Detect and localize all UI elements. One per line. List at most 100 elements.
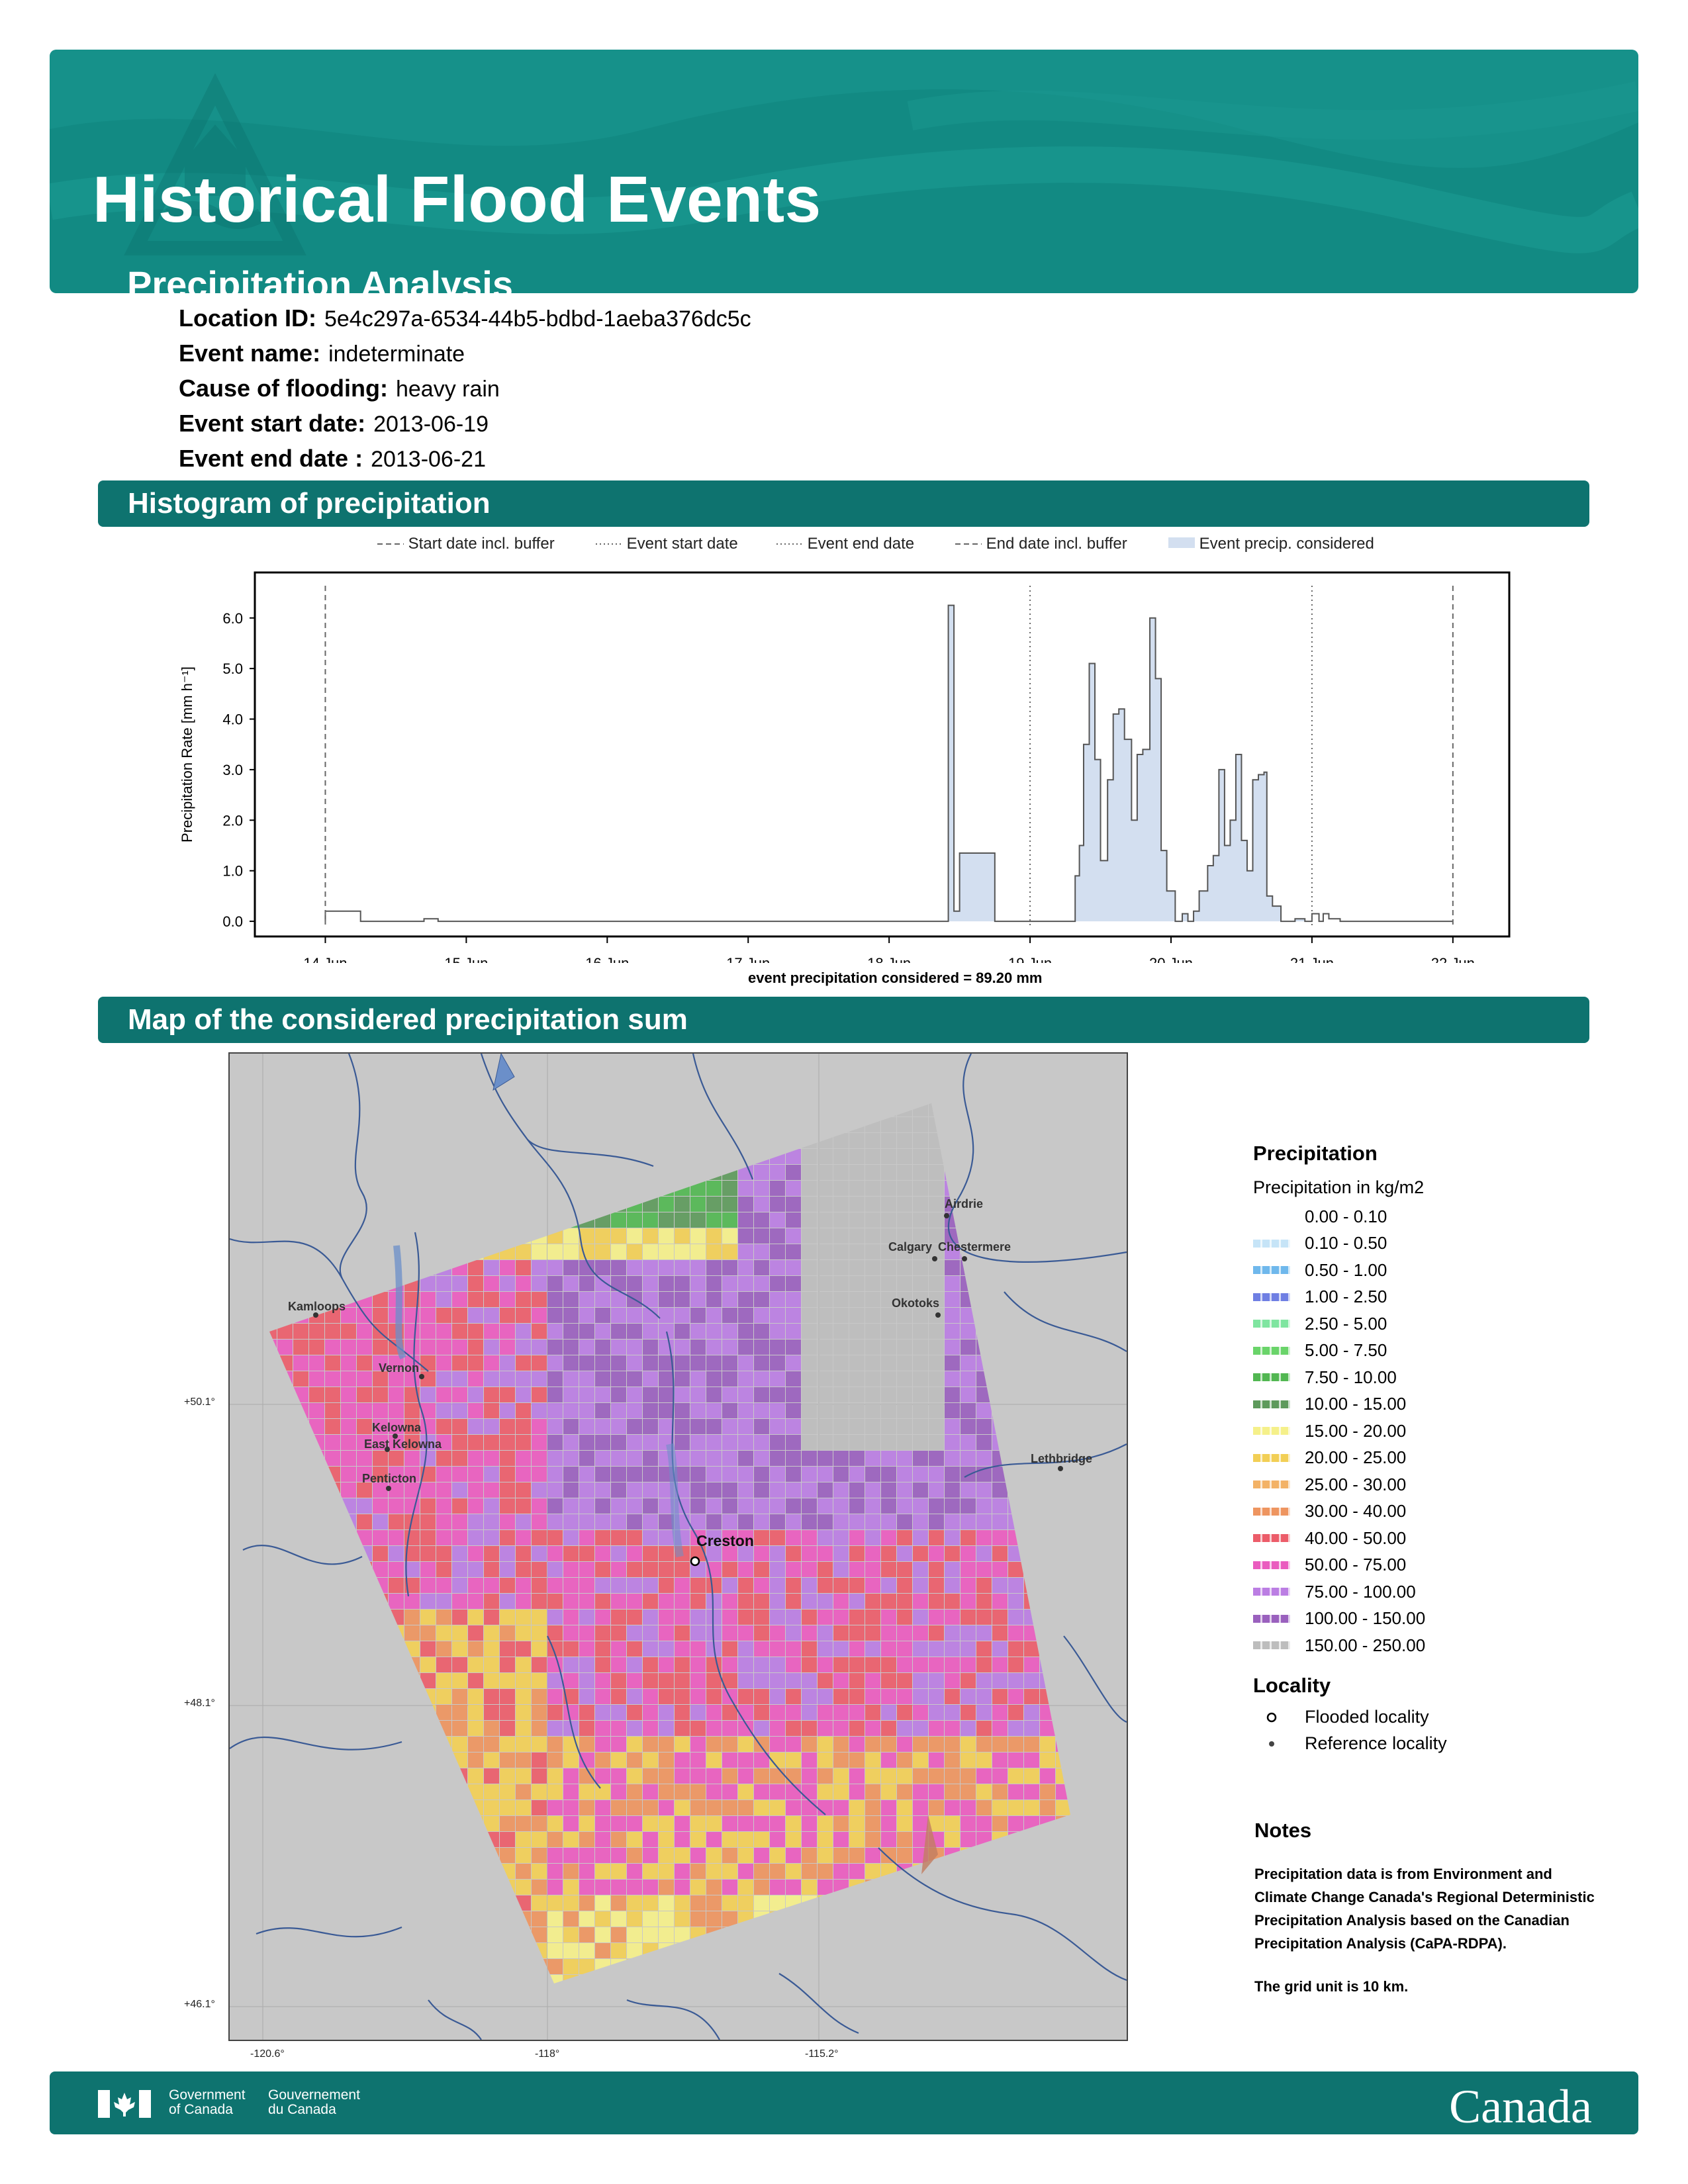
- grid-cell: [659, 1371, 674, 1387]
- grid-cell: [309, 1228, 324, 1244]
- grid-cell: [913, 1895, 928, 1911]
- grid-cell: [1119, 1768, 1127, 1784]
- grid-cell: [532, 1165, 547, 1180]
- grid-cell: [1088, 1546, 1103, 1561]
- precipitation-map[interactable]: Airdrie Calgary Chestermere Okotoks Kaml…: [228, 1052, 1128, 2041]
- x-tick-label: 21 Jun: [1290, 955, 1334, 963]
- grid-cell: [706, 1482, 722, 1498]
- grid-cell: [468, 1832, 483, 1847]
- flooded-locality-marker[interactable]: [690, 1556, 700, 1567]
- grid-cell: [976, 1387, 992, 1402]
- grid-cell: [865, 1864, 880, 1879]
- grid-cell: [770, 1943, 785, 1958]
- grid-cell: [913, 1530, 928, 1545]
- grid-cell: [500, 1133, 515, 1148]
- grid-cell: [373, 1641, 388, 1657]
- grid-cell: [500, 1197, 515, 1212]
- grid-cell: [389, 1832, 404, 1847]
- grid-cell: [373, 1276, 388, 1291]
- grid-cell: [269, 1768, 277, 1784]
- grid-cell: [468, 1657, 483, 1672]
- grid-cell: [802, 1800, 817, 1815]
- grid-cell: [818, 1340, 833, 1355]
- grid-cell: [849, 1546, 865, 1561]
- grid-cell: [1088, 1165, 1103, 1180]
- grid-cell: [325, 1419, 340, 1434]
- grid-cell: [341, 1880, 356, 1895]
- grid-cell: [659, 1498, 674, 1514]
- grid-cell: [1119, 1419, 1127, 1434]
- grid-cell: [849, 1498, 865, 1514]
- grid-cell: [754, 1387, 769, 1402]
- grid-cell: [961, 1832, 976, 1847]
- grid-cell: [976, 1260, 992, 1275]
- grid-cell: [547, 1103, 563, 1116]
- grid-cell: [929, 1657, 944, 1672]
- grid-cell: [309, 1848, 324, 1863]
- grid-cell: [547, 1133, 563, 1148]
- grid-cell: [738, 1181, 753, 1196]
- grid-cell: [992, 1816, 1008, 1831]
- grid-cell: [1056, 1752, 1070, 1768]
- grid-cell: [230, 1435, 245, 1450]
- grid-cell: [929, 1435, 944, 1450]
- grid-cell: [595, 1498, 610, 1514]
- grid-cell: [341, 1864, 356, 1879]
- grid-cell: [269, 1451, 277, 1466]
- grid-cell: [1088, 1911, 1103, 1927]
- grid-cell: [436, 1228, 451, 1244]
- grid-cell: [484, 1403, 499, 1418]
- grid-cell: [468, 1927, 483, 1942]
- grid-cell: [897, 1197, 912, 1212]
- grid-cell: [277, 1149, 293, 1164]
- grid-cell: [1024, 1498, 1039, 1514]
- grid-cell: [913, 2038, 928, 2040]
- grid-cell: [420, 1594, 436, 1609]
- grid-cell: [849, 1832, 865, 1847]
- grid-cell: [1072, 1800, 1087, 1815]
- legend-swatch: [1253, 1373, 1290, 1382]
- grid-cell: [500, 1864, 515, 1879]
- grid-cell: [547, 1117, 563, 1132]
- grid-cell: [269, 1133, 277, 1148]
- grid-cell: [818, 1451, 833, 1466]
- grid-cell: [230, 1991, 245, 2006]
- grid-cell: [293, 1943, 308, 1958]
- grid-cell: [404, 1943, 420, 1958]
- grid-cell: [770, 1244, 785, 1259]
- grid-cell: [547, 1625, 563, 1641]
- grid-cell: [690, 1911, 706, 1927]
- grid-cell: [1103, 1101, 1119, 1116]
- grid-cell: [897, 1991, 912, 2006]
- grid-cell: [722, 1197, 737, 1212]
- grid-cell: [500, 2023, 515, 2038]
- grid-cell: [961, 1340, 976, 1355]
- grid-cell: [929, 1895, 944, 1911]
- grid-cell: [786, 1054, 801, 1069]
- grid-cell: [722, 1975, 737, 1983]
- grid-cell: [1072, 1625, 1087, 1641]
- grid-cell: [579, 1657, 594, 1672]
- grid-cell: [357, 1451, 372, 1466]
- grid-cell: [373, 1260, 388, 1275]
- grid-cell: [1056, 1212, 1070, 1228]
- grid-cell: [865, 1181, 880, 1196]
- grid-cell: [277, 1673, 293, 1688]
- grid-cell: [547, 1673, 563, 1688]
- grid-cell: [865, 1610, 880, 1625]
- grid-cell: [436, 1800, 451, 1815]
- grid-cell: [945, 1530, 960, 1545]
- grid-cell: [293, 1625, 308, 1641]
- grid-cell: [802, 1864, 817, 1879]
- grid-cell: [722, 1482, 737, 1498]
- grid-cell: [389, 2023, 404, 2038]
- grid-cell: [976, 1419, 992, 1434]
- grid-cell: [325, 1625, 340, 1641]
- grid-cell: [976, 1975, 992, 1983]
- grid-cell: [1088, 1355, 1103, 1371]
- grid-cell: [1072, 1689, 1087, 1704]
- grid-cell: [1008, 1975, 1023, 1983]
- grid-cell: [1024, 1228, 1039, 1244]
- grid-cell: [849, 1435, 865, 1450]
- grid-cell: [802, 1371, 817, 1387]
